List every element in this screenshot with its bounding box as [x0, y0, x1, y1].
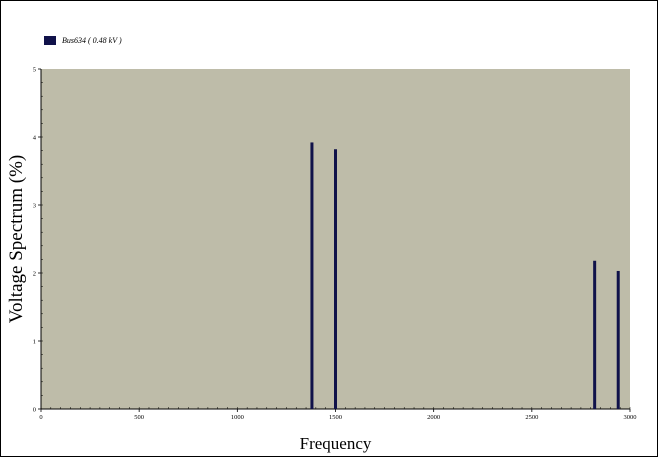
x-tick-label: 500	[134, 414, 144, 421]
x-tick-label: 2000	[427, 414, 440, 421]
x-tick-label: 1500	[329, 414, 342, 421]
y-tick-label: 4	[33, 134, 37, 141]
x-axis-title: Frequency	[300, 434, 372, 453]
bars	[310, 142, 620, 410]
axes: 0 1 2 3 4 5 0 500 1000 1500 2000 2500 3000	[33, 66, 637, 421]
y-tick-label: 2	[33, 270, 36, 277]
bar	[593, 260, 597, 409]
y-tick-label: 3	[33, 202, 36, 209]
bar	[616, 270, 620, 409]
y-tick-label: 5	[33, 66, 36, 73]
x-tick-label: 3000	[624, 414, 637, 421]
legend-label: Bus634 ( 0.48 kV )	[62, 36, 122, 45]
legend: Bus634 ( 0.48 kV )	[44, 36, 122, 45]
x-tick-label: 2500	[525, 414, 538, 421]
y-tick-label: 1	[33, 338, 36, 345]
y-tick-label: 0	[33, 406, 36, 413]
bar	[334, 149, 337, 410]
x-tick-label: 1000	[231, 414, 244, 421]
y-axis-title: Voltage Spectrum (%)	[6, 155, 27, 324]
legend-swatch	[44, 36, 56, 45]
bar	[310, 142, 314, 409]
x-tick-label: 0	[39, 414, 42, 421]
